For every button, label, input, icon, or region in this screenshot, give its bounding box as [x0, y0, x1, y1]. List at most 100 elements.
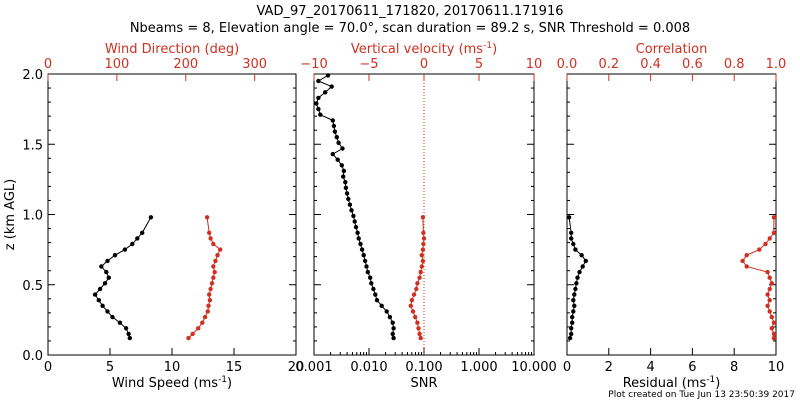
series-2-point	[419, 264, 424, 269]
series-1-point	[387, 314, 393, 320]
x-top-tick-label: 0	[420, 57, 428, 72]
series-2-point	[218, 247, 223, 252]
series-1-point	[334, 135, 339, 140]
series-2-point	[421, 236, 427, 241]
x-bottom-tick-label: 10.000	[511, 360, 557, 375]
series-1-point	[569, 331, 574, 337]
series-1-point	[571, 298, 576, 303]
series-1-point	[343, 180, 348, 185]
y-axis-label: z (km AGL)	[3, 179, 18, 250]
series-2-point	[211, 264, 216, 269]
series-1-point	[574, 281, 579, 286]
series-2-point	[769, 326, 774, 331]
series-2-point	[767, 286, 772, 292]
title-line-2: Nbeams = 8, Elevation angle = 70.0°, sca…	[130, 21, 690, 36]
series-2-point	[204, 215, 210, 220]
series-2-point	[771, 331, 777, 337]
series-1-point	[575, 275, 580, 280]
series-1-point	[572, 303, 577, 308]
series-1-point	[127, 335, 132, 341]
series-1-point	[347, 202, 353, 207]
series-2-line	[410, 217, 425, 339]
series-2-point	[186, 335, 191, 341]
series-1-point	[567, 335, 573, 341]
series-1-point	[379, 303, 384, 308]
y-tick-label: 1.5	[22, 138, 43, 153]
series-1-point	[140, 230, 145, 235]
x-bottom-tick-label: 0.010	[350, 360, 387, 375]
series-1-point	[369, 281, 374, 286]
series-2-point	[415, 281, 420, 286]
x-bottom-tick-label: 0.100	[405, 360, 442, 375]
series-1-point	[102, 281, 108, 286]
series-2-point	[215, 253, 220, 258]
series-1-point	[316, 78, 321, 84]
series-1-point	[314, 101, 319, 106]
series-1-point	[105, 309, 110, 314]
series-2-point	[417, 275, 422, 280]
series-1-point	[325, 73, 331, 78]
series-2-point	[408, 303, 413, 308]
series-2-point	[212, 269, 217, 275]
x-bottom-axis-label: Wind Speed (ms-1)	[112, 375, 232, 391]
series-2-point	[209, 281, 215, 286]
x-top-tick-label: 300	[242, 57, 267, 72]
x-top-tick-label: 0.6	[682, 57, 703, 72]
x-bottom-tick-label: 8	[730, 360, 738, 375]
series-1-point	[100, 303, 105, 308]
x-bottom-tick-label: 0.001	[295, 360, 332, 375]
series-1-point	[105, 258, 110, 264]
series-1-point	[318, 112, 323, 117]
x-bottom-tick-label: 0	[563, 360, 571, 375]
series-1-point	[335, 157, 340, 162]
series-1-point	[97, 286, 103, 292]
series-2-point	[767, 275, 772, 280]
series-1-point	[356, 236, 361, 241]
series-1-point	[371, 286, 376, 292]
series-1-point	[572, 292, 577, 297]
series-2-point	[190, 331, 195, 337]
series-1-point	[569, 236, 574, 241]
x-top-tick-label: 100	[104, 57, 129, 72]
series-2-point	[207, 230, 212, 235]
series-2-point	[211, 275, 216, 280]
series-2-point	[421, 241, 426, 247]
series-2-point	[200, 320, 205, 325]
series-1-point	[99, 264, 104, 269]
series-2-point	[206, 303, 211, 308]
x-top-tick-label: 200	[173, 57, 198, 72]
panel-frame	[47, 73, 297, 356]
series-1-point	[577, 269, 582, 275]
series-1-point	[112, 253, 118, 258]
y-tick-label: 2.0	[22, 68, 43, 83]
series-1-point	[323, 90, 328, 95]
series-1-point	[355, 230, 360, 235]
panel-frame	[566, 73, 777, 356]
series-2-point	[205, 309, 210, 314]
series-2-point	[418, 335, 423, 341]
series-1-point	[341, 168, 347, 174]
series-2-point	[744, 264, 749, 269]
x-top-tick-label: 10	[526, 57, 543, 72]
series-2-point	[767, 298, 772, 303]
series-2-point	[202, 314, 208, 320]
x-top-tick-label: 1.0	[766, 57, 787, 72]
series-1-point	[570, 314, 575, 320]
x-bottom-tick-label: 6	[688, 360, 696, 375]
panels: 0.00.51.01.52.0z (km AGL)0 5 10 15 200 100 200…	[3, 41, 786, 391]
series-2-point	[769, 314, 774, 320]
series-2-point	[771, 335, 777, 341]
series-1-point	[583, 258, 588, 264]
panel-3: 0 2 4 6 8 10 0.0 0.2 0.4 0.6 0.8 1.0	[557, 57, 787, 375]
series-2-point	[765, 292, 770, 297]
series-1-point	[569, 326, 574, 331]
series-1-point	[391, 326, 396, 331]
series-2-point	[207, 292, 212, 297]
series-1-point	[331, 123, 337, 129]
series-2-point	[420, 258, 426, 264]
x-top-axis-label: Correlation	[636, 42, 708, 57]
x-top-axis-label: Wind Direction (deg)	[105, 42, 239, 57]
series-2-point	[419, 253, 424, 258]
series-2-point	[765, 269, 770, 275]
